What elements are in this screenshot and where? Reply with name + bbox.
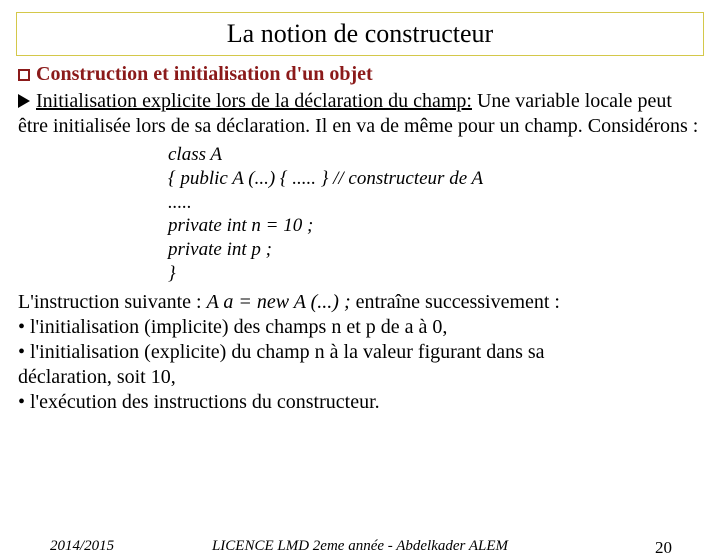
code-line: private int p ; [168, 238, 702, 262]
triangle-bullet-icon [18, 94, 30, 108]
slide-body: Construction et initialisation d'un obje… [0, 62, 720, 415]
subsection-underlined: Initialisation explicite lors de la décl… [36, 90, 472, 112]
footer-course: LICENCE LMD 2eme année - Abdelkader ALEM [0, 538, 720, 555]
instr-prefix: L'instruction suivante : [18, 291, 207, 313]
code-line: ..... [168, 191, 702, 215]
instr-code: A a = new A (...) ; [207, 291, 351, 313]
bullet-line: • l'exécution des instructions du constr… [18, 390, 702, 415]
bullet-line: • l'initialisation (explicite) du champ … [18, 340, 702, 365]
slide-title: La notion de constructeur [17, 19, 703, 49]
instruction-line: L'instruction suivante : A a = new A (..… [18, 290, 702, 315]
section-heading-row: Construction et initialisation d'un obje… [18, 62, 702, 87]
section-heading: Construction et initialisation d'un obje… [36, 63, 373, 85]
instr-suffix: entraîne successivement : [351, 291, 560, 313]
code-line: class A [168, 143, 702, 167]
code-line: { public A (...) { ..... } // constructe… [168, 167, 702, 191]
square-bullet-icon [18, 69, 30, 81]
bullet-line: • l'initialisation (implicite) des champ… [18, 315, 702, 340]
code-line: private int n = 10 ; [168, 214, 702, 238]
title-banner: La notion de constructeur [16, 12, 704, 56]
subsection-row: Initialisation explicite lors de la décl… [18, 89, 702, 139]
code-block: class A { public A (...) { ..... } // co… [168, 143, 702, 286]
bullet-line-cont: déclaration, soit 10, [18, 365, 702, 390]
code-line: } [168, 262, 702, 286]
slide-number: 20 [655, 538, 672, 558]
